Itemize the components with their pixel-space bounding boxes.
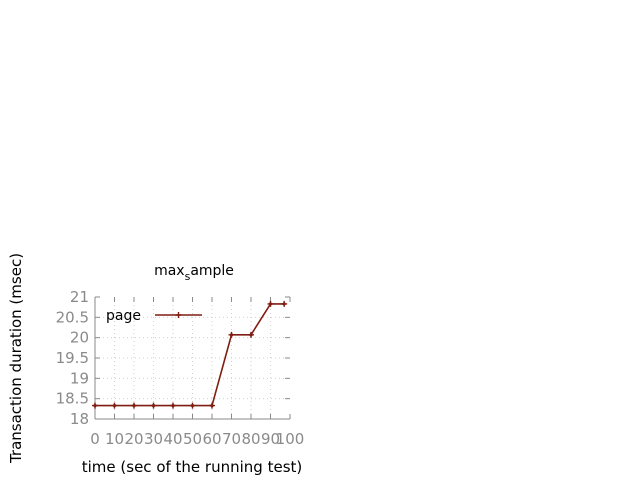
y-tick-label: 20.5 — [56, 308, 89, 326]
x-tick-label: 100 — [276, 430, 305, 448]
y-tick-label: 20 — [70, 329, 89, 347]
data-point-dot — [171, 403, 175, 408]
data-point-dot — [112, 403, 117, 408]
chart-title-base: max — [154, 263, 185, 279]
x-tick-label: 70 — [222, 430, 241, 448]
x-tick-label: 50 — [183, 430, 202, 448]
x-axis-title: time (sec of the running test) — [82, 458, 303, 476]
data-point-dot — [282, 302, 286, 306]
legend-label-page: page — [106, 308, 141, 324]
x-tick-label: 80 — [241, 430, 260, 448]
y-tick-label: 19 — [70, 369, 89, 387]
y-tick-label: 18 — [70, 410, 89, 428]
data-point-dot — [229, 333, 234, 337]
x-tick-label: 40 — [163, 430, 182, 448]
x-tick-label: 20 — [124, 430, 143, 448]
axes: 0 10 20 30 40 50 60 70 80 901001818.51919.52020.5… — [56, 288, 305, 448]
y-tick-label: 19.5 — [56, 349, 89, 367]
data-point-dot — [210, 403, 214, 408]
x-tick-label: 90 — [261, 430, 280, 448]
legend-marker-sample — [175, 312, 182, 318]
data-point-dot — [190, 403, 195, 408]
y-axis-title: Transaction duration (msec) — [7, 253, 25, 464]
series-layer — [92, 300, 288, 409]
chart-title: maxsample — [154, 263, 234, 283]
chart-title-subscript: s — [185, 270, 191, 283]
data-point-dot — [249, 333, 253, 337]
x-tick-label: 0 — [90, 430, 100, 448]
y-tick-label: 21 — [70, 288, 89, 306]
y-tick-label: 18.5 — [56, 390, 89, 408]
data-point-dot — [132, 403, 136, 408]
data-point-dot — [268, 302, 273, 306]
x-tick-label: 60 — [202, 430, 221, 448]
x-tick-label: 10 — [105, 430, 124, 448]
legend: page — [106, 308, 202, 324]
grid — [95, 297, 290, 419]
x-tick-label: 30 — [144, 430, 163, 448]
data-point-dot — [93, 403, 97, 408]
chart-title-rest: ample — [190, 263, 234, 279]
data-point-dot — [151, 403, 156, 408]
